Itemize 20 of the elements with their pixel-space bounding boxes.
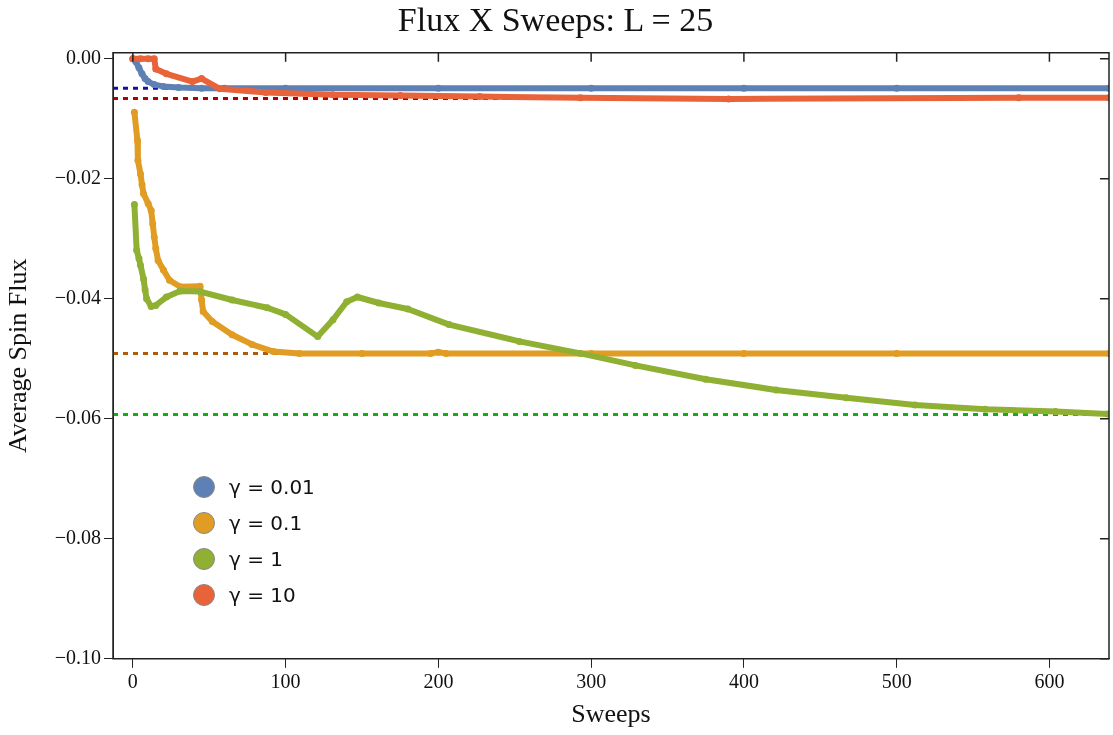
legend-label: γ = 1 bbox=[229, 546, 284, 571]
x-axis-title: Sweeps bbox=[571, 699, 651, 729]
x-tick-label: 0 bbox=[127, 670, 138, 693]
y-tick-label: −0.06 bbox=[54, 406, 101, 429]
x-tick-label: 200 bbox=[423, 670, 454, 693]
x-tick-label: 500 bbox=[881, 670, 912, 693]
y-tick-label: −0.02 bbox=[54, 166, 101, 189]
x-tick-label: 600 bbox=[1034, 670, 1065, 693]
legend-label: γ = 0.1 bbox=[229, 510, 303, 535]
y-tick-label: −0.08 bbox=[54, 526, 101, 549]
y-tick-label: 0.00 bbox=[66, 46, 101, 69]
chart-title: Flux X Sweeps: L = 25 bbox=[397, 1, 714, 39]
legend-label: γ = 0.01 bbox=[229, 474, 315, 499]
legend-label: γ = 10 bbox=[229, 582, 296, 607]
y-axis-title: Average Spin Flux bbox=[3, 258, 33, 454]
y-tick-label: −0.04 bbox=[54, 286, 101, 309]
x-tick-label: 300 bbox=[576, 670, 607, 693]
y-tick-label: −0.10 bbox=[54, 646, 101, 669]
x-tick-label: 100 bbox=[270, 670, 301, 693]
x-tick-label: 400 bbox=[728, 670, 759, 693]
